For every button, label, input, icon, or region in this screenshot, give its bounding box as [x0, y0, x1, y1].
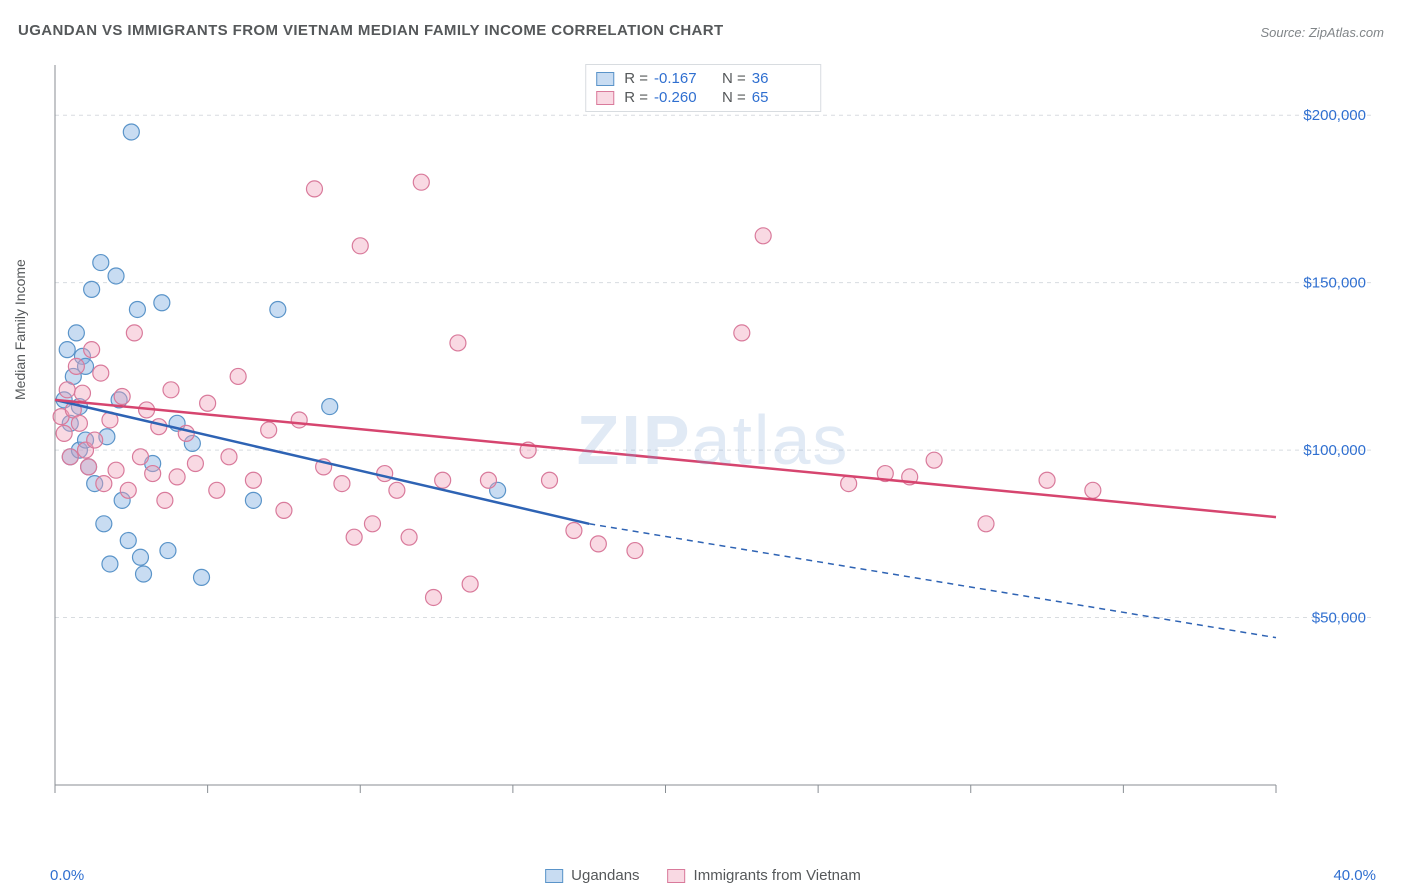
source-attribution: Source: ZipAtlas.com — [1260, 25, 1384, 40]
legend-label-vietnam: Immigrants from Vietnam — [694, 867, 861, 884]
correlation-legend: R = -0.167 N = 36 R = -0.260 N = 65 — [585, 64, 821, 112]
svg-text:$200,000: $200,000 — [1303, 107, 1366, 124]
n-label: N = — [722, 89, 746, 106]
swatch-ugandans — [545, 869, 563, 883]
swatch-vietnam — [596, 91, 614, 105]
r-label: R = — [624, 89, 648, 106]
scatter-plot: $50,000 $100,000 $150,000 $200,000 — [50, 60, 1376, 820]
swatch-vietnam — [668, 869, 686, 883]
svg-text:$50,000: $50,000 — [1312, 610, 1366, 627]
chart-title: UGANDAN VS IMMIGRANTS FROM VIETNAM MEDIA… — [18, 22, 724, 39]
source-name: ZipAtlas.com — [1309, 25, 1384, 40]
chart-area: $50,000$100,000$150,000$200,000 ZIPatlas — [50, 60, 1376, 820]
source-prefix: Source: — [1260, 25, 1308, 40]
legend-label-ugandans: Ugandans — [571, 867, 639, 884]
legend-row-ugandans: R = -0.167 N = 36 — [596, 69, 810, 88]
legend-item-ugandans: Ugandans — [545, 867, 639, 884]
y-axis-label: Median Family Income — [12, 259, 28, 400]
n-value-ugandans: 36 — [752, 70, 810, 87]
n-value-vietnam: 65 — [752, 89, 810, 106]
x-axis-min-label: 0.0% — [50, 867, 84, 884]
legend-row-vietnam: R = -0.260 N = 65 — [596, 88, 810, 107]
x-axis-max-label: 40.0% — [1333, 867, 1376, 884]
r-label: R = — [624, 70, 648, 87]
r-value-vietnam: -0.260 — [654, 89, 712, 106]
svg-text:$150,000: $150,000 — [1303, 275, 1366, 292]
series-legend: Ugandans Immigrants from Vietnam — [545, 867, 861, 884]
swatch-ugandans — [596, 72, 614, 86]
n-label: N = — [722, 70, 746, 87]
svg-text:$100,000: $100,000 — [1303, 442, 1366, 459]
r-value-ugandans: -0.167 — [654, 70, 712, 87]
legend-item-vietnam: Immigrants from Vietnam — [668, 867, 861, 884]
